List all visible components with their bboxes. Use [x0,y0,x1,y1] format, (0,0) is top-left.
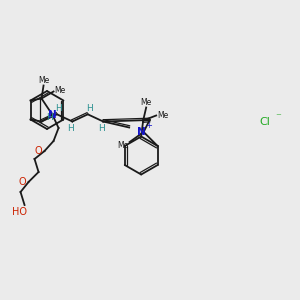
Text: Me: Me [54,86,65,95]
Text: N: N [137,127,146,137]
Text: H: H [56,104,62,113]
Text: N: N [48,110,57,120]
Text: Me: Me [158,111,169,120]
Text: HO: HO [12,207,27,217]
Text: H: H [46,113,53,122]
Text: H: H [67,124,74,133]
Text: +: + [145,122,152,130]
Text: O: O [35,146,42,156]
Text: Me: Me [38,76,49,85]
Text: Me: Me [117,140,128,149]
Text: O: O [19,177,26,187]
Text: Cl: Cl [260,117,270,127]
Text: H: H [86,104,93,113]
Text: Me: Me [140,98,152,107]
Text: H: H [98,124,104,133]
Text: ⁻: ⁻ [275,112,281,122]
